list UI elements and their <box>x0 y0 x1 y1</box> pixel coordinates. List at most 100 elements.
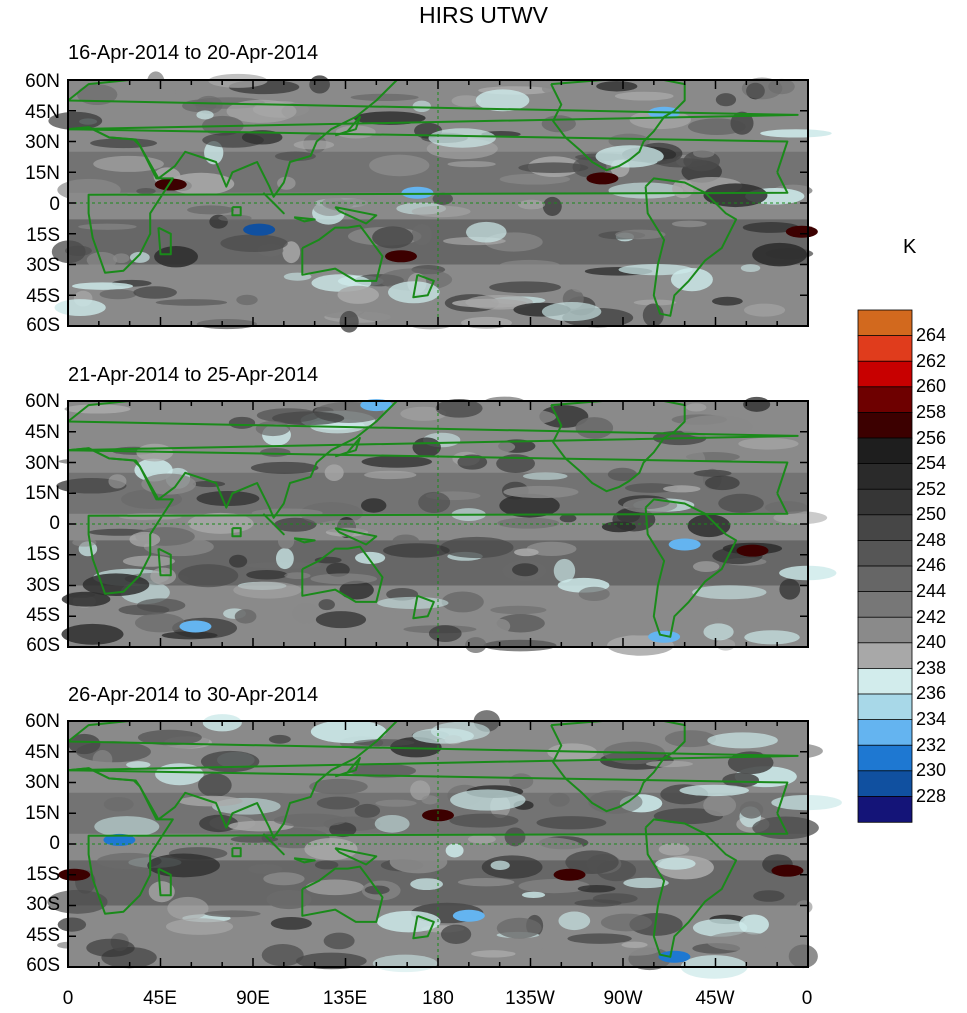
contour-blob <box>703 623 734 641</box>
contour-blob <box>518 162 589 173</box>
contour-blob <box>685 403 707 412</box>
coastline <box>67 447 789 595</box>
coastline <box>301 865 384 923</box>
hotspot <box>553 868 586 881</box>
contour-blob <box>126 761 151 769</box>
lat-tick-label: 45S <box>26 605 60 626</box>
contour-blob <box>490 860 510 871</box>
lon-tick-label: 90W <box>603 988 643 1009</box>
contour-blob <box>305 879 365 896</box>
contour-blob <box>779 578 801 600</box>
chart-title: HIRS UTWV <box>418 2 549 28</box>
coastline <box>231 847 242 858</box>
colorbar-label: 264 <box>916 325 947 345</box>
contour-blob <box>730 111 754 135</box>
contour-blob <box>268 734 291 744</box>
contour-blob <box>575 417 614 439</box>
contour-blob <box>693 469 732 477</box>
contour-blob <box>687 514 731 538</box>
colorbar-label: 250 <box>916 504 947 524</box>
contour-blob <box>103 797 134 812</box>
contour-blob <box>339 310 359 333</box>
contour-blob <box>192 480 226 488</box>
colorbar-swatch <box>857 770 913 798</box>
colorbar-swatch <box>857 565 913 593</box>
contour-blob <box>282 241 301 264</box>
coastline <box>334 436 361 458</box>
colorbar-label: 240 <box>916 632 947 652</box>
contour-blob <box>372 226 414 249</box>
contour-blob <box>127 88 179 96</box>
lon-tick-label: 135E <box>322 988 368 1009</box>
contour-blob <box>315 611 367 629</box>
contour-blob <box>489 281 561 294</box>
panel-2-title: 21-Apr-2014 to 25-Apr-2014 <box>68 364 319 386</box>
contour-blob <box>692 561 720 572</box>
hotspot <box>243 223 276 236</box>
contour-blob <box>504 827 526 847</box>
contour-blob <box>187 205 235 215</box>
contour-blob <box>318 599 335 611</box>
hotspot <box>668 538 701 551</box>
contour-blob <box>248 864 283 875</box>
contour-blob <box>796 900 813 914</box>
contour-blob <box>740 264 761 273</box>
coastline <box>644 818 738 958</box>
contour-blob <box>715 93 737 107</box>
coastline <box>231 527 242 538</box>
coastline <box>157 547 172 577</box>
contour-blob <box>542 196 562 216</box>
contour-blob <box>314 860 339 870</box>
contour-blob <box>197 773 232 798</box>
contour-blob <box>133 286 177 299</box>
contour-blob <box>481 440 516 454</box>
panel-3-title: 26-Apr-2014 to 30-Apr-2014 <box>68 684 319 706</box>
contour-blob <box>572 156 607 178</box>
contour-blob <box>113 253 130 264</box>
contour-blob <box>621 941 648 949</box>
contour-blob <box>64 404 131 414</box>
contour-blob <box>503 485 579 499</box>
coastline <box>644 177 738 317</box>
contour-blob <box>48 111 103 130</box>
contour-blob <box>86 938 135 957</box>
lat-tick-label: 30N <box>25 453 60 474</box>
contour-blob <box>496 917 542 939</box>
contour-blob <box>410 878 443 891</box>
lon-tick-label: 135W <box>505 988 555 1009</box>
contour-blob <box>275 547 294 570</box>
lon-tick-label: 90E <box>236 988 270 1009</box>
panel-1-title: 16-Apr-2014 to 20-Apr-2014 <box>68 42 319 64</box>
contour-blob <box>467 834 496 844</box>
contour-blob <box>618 264 693 276</box>
contour-blob <box>92 750 113 770</box>
contour-blob <box>451 95 482 107</box>
contour-blob <box>61 623 124 645</box>
contour-blob <box>539 405 589 428</box>
contour-blob <box>418 491 451 514</box>
contour-blob <box>760 129 832 138</box>
contour-blob <box>309 778 368 795</box>
contour-blob <box>375 799 417 807</box>
contour-blob <box>743 303 786 317</box>
coastline <box>67 126 789 274</box>
coastline <box>262 192 285 215</box>
contour-blob <box>457 454 488 470</box>
contour-blob <box>94 816 160 838</box>
coastline <box>262 833 285 856</box>
lat-tick-label: 30N <box>25 772 60 793</box>
hotspot <box>154 178 187 191</box>
contour-blob <box>490 618 511 634</box>
contour-blob <box>771 794 842 811</box>
contour-blob <box>161 631 218 640</box>
contour-blob <box>692 585 767 600</box>
colorbar-swatch <box>857 667 913 695</box>
contour-blob <box>410 780 431 801</box>
contour-blob <box>54 299 106 316</box>
contour-blob <box>372 954 438 973</box>
colorbar-label: 262 <box>916 351 947 371</box>
contour-blob <box>441 591 484 613</box>
contour-blob <box>86 251 118 269</box>
lat-tick-label: 15S <box>26 864 60 885</box>
lat-tick-label: 15S <box>26 544 60 565</box>
